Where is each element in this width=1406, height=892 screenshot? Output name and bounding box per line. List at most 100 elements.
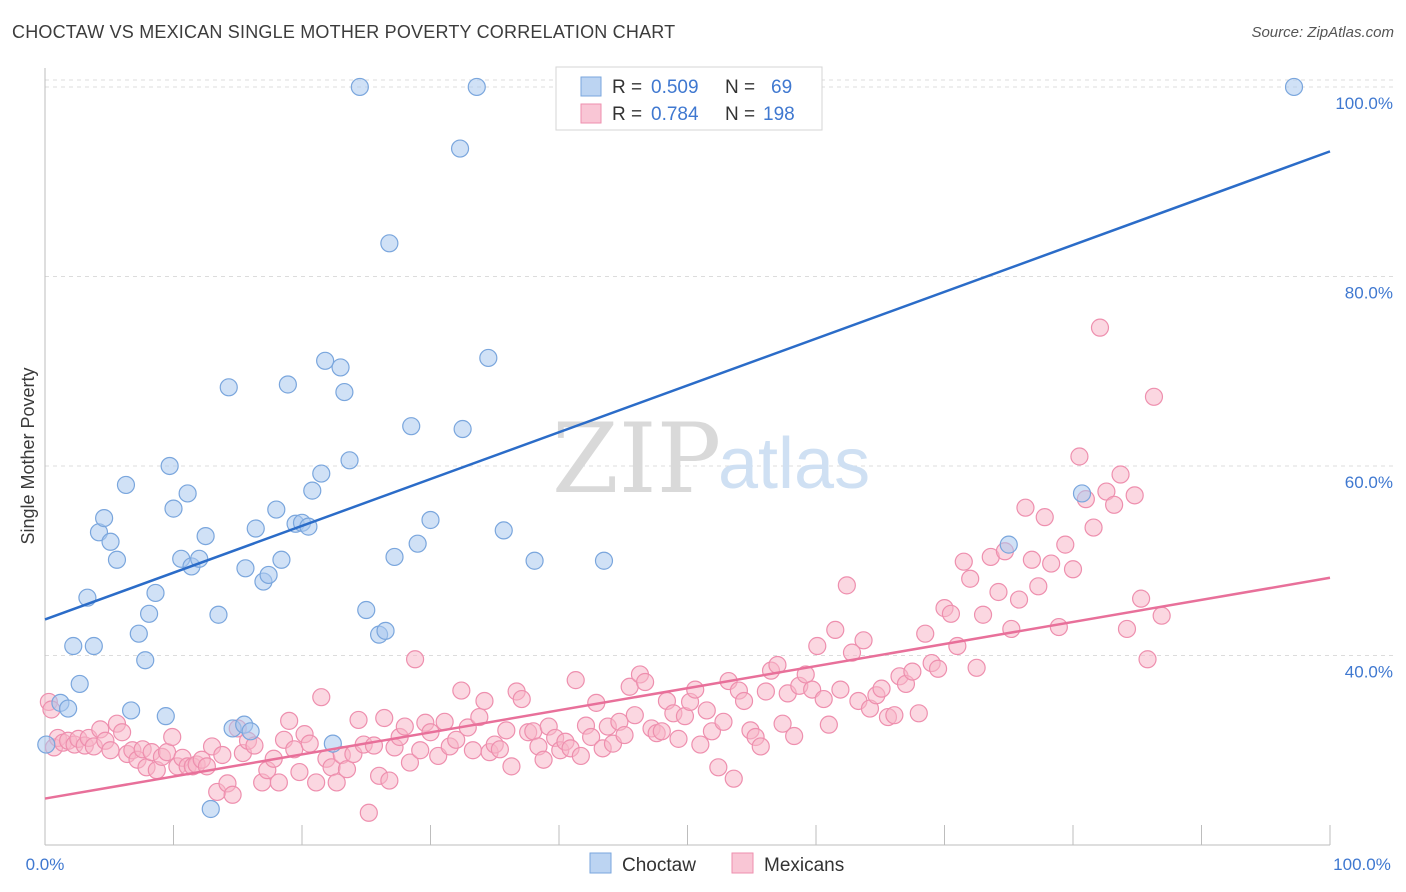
mexicans-point-138 [773, 714, 792, 733]
bottom-legend-swatch-choctaw [589, 852, 612, 874]
legend-n-value-mexicans: 198 [763, 104, 795, 125]
choctaw-point-0 [37, 735, 56, 754]
mexicans-point-149 [837, 576, 856, 595]
mexicans-point-63 [364, 736, 384, 755]
mexicans-point-52 [307, 773, 326, 792]
choctaw-point-61 [494, 521, 513, 540]
legend-n-value-choctaw: 69 [771, 77, 792, 98]
choctaw-point-32 [246, 519, 265, 538]
choctaw-point-14 [136, 651, 155, 670]
mexicans-point-157 [885, 706, 904, 725]
y-tick-label-60: 60.0% [1345, 473, 1393, 492]
choctaw-point-10 [107, 550, 127, 569]
mexicans-point-129 [724, 769, 743, 788]
mexicans-point-81 [463, 741, 483, 760]
mexicans-point-86 [490, 740, 509, 759]
mexicans-point-175 [1002, 619, 1021, 639]
legend-r-label-choctaw: R = [612, 77, 642, 98]
choctaw-point-63 [594, 551, 614, 570]
mexicans-point-169 [961, 569, 980, 588]
mexicans-point-176 [1009, 590, 1029, 609]
mexicans-point-145 [814, 689, 833, 709]
choctaw-point-42 [312, 464, 331, 483]
mexicans-point-166 [941, 604, 961, 623]
choctaw-point-47 [340, 451, 359, 470]
mexicans-point-194 [1132, 589, 1151, 608]
mexicans-point-15 [112, 723, 132, 742]
choctaw-point-4 [70, 674, 89, 694]
mexicans-point-113 [635, 672, 655, 692]
choctaw-point-13 [129, 624, 148, 643]
mexicans-point-171 [973, 605, 993, 624]
choctaw-point-35 [267, 500, 286, 519]
mexicans-point-135 [756, 682, 775, 701]
bottom-legend: Choctaw Mexicans [589, 852, 844, 876]
mexicans-trend-line [44, 576, 1331, 800]
choctaw-point-54 [402, 417, 421, 436]
choctaw-point-53 [385, 547, 404, 567]
choctaw-point-27 [219, 378, 238, 397]
mexicans-point-184 [1063, 560, 1083, 579]
legend-n-label-choctaw: N = [725, 77, 755, 98]
choctaw-point-37 [278, 375, 297, 394]
mexicans-point-124 [697, 701, 716, 720]
source-credit: Source: ZipAtlas.com [1251, 24, 1394, 41]
mexicans-point-78 [447, 730, 466, 749]
mexicans-point-79 [452, 681, 471, 700]
y-tick-label-100: 100.0% [1335, 94, 1393, 113]
mexicans-point-82 [470, 707, 489, 727]
mexicans-point-72 [411, 741, 430, 760]
mexicans-point-191 [1111, 465, 1130, 484]
mexicans-point-94 [534, 750, 553, 769]
trend-lines [44, 150, 1331, 800]
mexicans-point-88 [502, 757, 521, 776]
mexicans-point-179 [1029, 577, 1048, 596]
mexicans-point-177 [1016, 498, 1035, 517]
mexicans-point-123 [691, 735, 710, 754]
mexicans-point-90 [512, 689, 531, 709]
mexicans-point-147 [826, 620, 845, 640]
y-tick-label-80: 80.0% [1345, 283, 1393, 302]
mexicans-point-69 [395, 717, 414, 736]
mexicans-point-126 [709, 758, 728, 777]
choctaw-point-49 [357, 600, 376, 620]
mexicans-point-119 [669, 729, 688, 748]
choctaw-point-55 [408, 534, 427, 553]
watermark-zip: ZIP [552, 403, 721, 515]
mexicans-point-193 [1125, 486, 1144, 505]
mexicans-point-178 [1022, 550, 1041, 569]
mexicans-point-45 [269, 773, 288, 792]
choctaw-point-25 [201, 799, 220, 819]
mexicans-point-71 [405, 650, 425, 669]
mexicans-point-144 [808, 636, 827, 656]
mexicans-point-181 [1042, 554, 1061, 573]
choctaw-point-15 [139, 604, 159, 623]
mexicans-point-196 [1144, 387, 1164, 406]
choctaw-point-60 [479, 348, 498, 368]
legend-swatch-mexicans [580, 103, 602, 124]
mexicans-point-101 [571, 746, 590, 766]
choctaw-trend-line [44, 150, 1331, 621]
mexicans-point-37 [223, 785, 242, 804]
choctaw-point-48 [350, 77, 369, 97]
choctaw-point-51 [376, 621, 395, 640]
mexicans-point-49 [290, 762, 309, 782]
mexicans-point-188 [1090, 318, 1110, 337]
mexicans-point-142 [796, 665, 815, 684]
legend: R = 0.509 N = 69 R = 0.784 N = 198 [555, 66, 823, 131]
mexicans-point-24 [157, 743, 177, 762]
bottom-legend-label-mexicans: Mexicans [764, 855, 844, 876]
mexicans-point-140 [785, 726, 804, 746]
choctaw-point-43 [316, 351, 335, 370]
mexicans-point-35 [213, 745, 232, 765]
mexicans-point-185 [1070, 447, 1089, 466]
mexicans-point-70 [400, 753, 420, 772]
choctaw-point-31 [241, 722, 260, 741]
legend-n-label-mexicans: N = [725, 104, 755, 125]
mexicans-point-65 [375, 708, 394, 728]
mexicans-point-162 [916, 624, 935, 643]
mexicans-point-53 [312, 688, 331, 707]
choctaw-point-3 [64, 636, 83, 656]
y-tick-labels: 40.0% 60.0% 80.0% 100.0% [1335, 94, 1393, 682]
